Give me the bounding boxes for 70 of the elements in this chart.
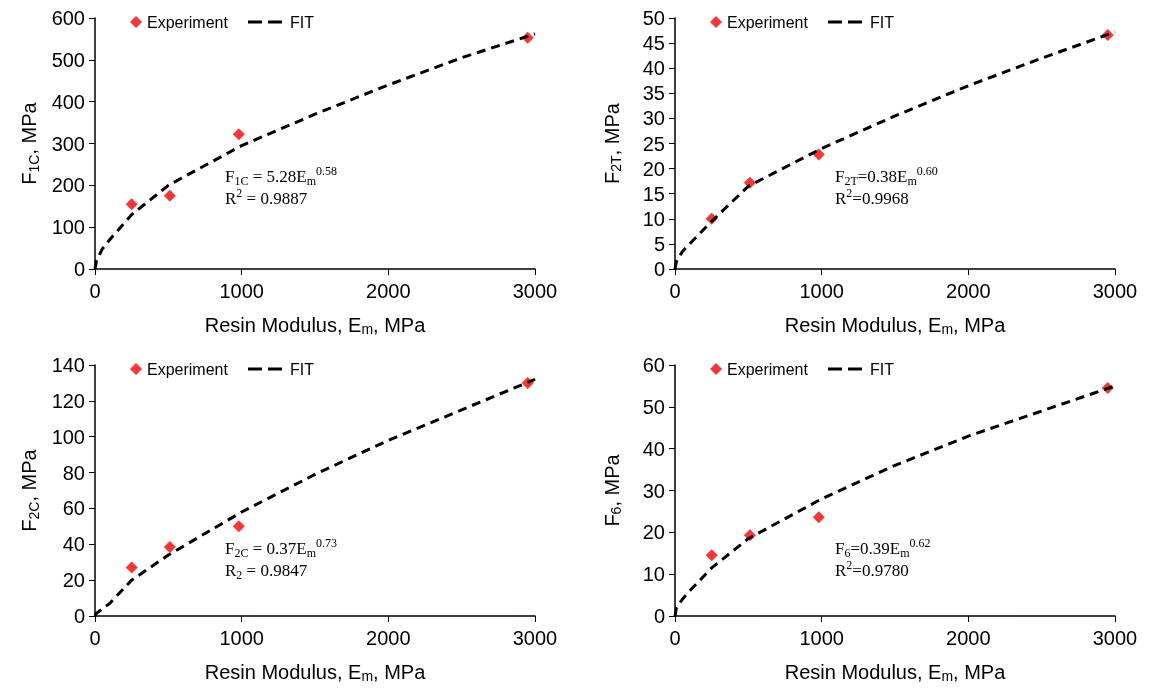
point bbox=[812, 511, 825, 524]
point bbox=[232, 128, 245, 141]
x-tick-label: 3000 bbox=[1092, 627, 1138, 649]
y-tick-label: 40 bbox=[62, 533, 85, 556]
y-tick-label: 30 bbox=[642, 479, 665, 502]
y-tick-label: 35 bbox=[642, 82, 665, 105]
point bbox=[163, 540, 176, 553]
legend-label: Experiment bbox=[147, 360, 229, 378]
legend-label: FIT bbox=[870, 13, 895, 31]
y-tick-label: 50 bbox=[642, 7, 665, 29]
y-tick-label: 25 bbox=[642, 132, 665, 155]
x-tick-label: 0 bbox=[89, 627, 101, 649]
y-tick-label: 100 bbox=[51, 425, 85, 448]
y-tick-label: 30 bbox=[642, 107, 665, 130]
x-tick-label: 0 bbox=[89, 280, 101, 302]
y-tick-label: 0 bbox=[653, 258, 665, 280]
y-tick-label: 600 bbox=[51, 7, 85, 29]
x-tick-label: 1000 bbox=[799, 280, 844, 302]
point bbox=[232, 520, 245, 533]
y-axis-title: F6, MPa bbox=[600, 453, 624, 527]
y-tick-label: 40 bbox=[642, 57, 665, 80]
x-tick-label: 2000 bbox=[366, 280, 411, 302]
x-tick-label: 2000 bbox=[366, 627, 411, 649]
y-tick-label: 100 bbox=[51, 216, 85, 239]
y-tick-label: 10 bbox=[642, 563, 665, 586]
y-tick-label: 45 bbox=[642, 32, 665, 55]
point bbox=[705, 549, 718, 562]
y-tick-label: 20 bbox=[642, 157, 665, 180]
x-tick-label: 2000 bbox=[946, 280, 991, 302]
x-tick-label: 3000 bbox=[1092, 280, 1138, 302]
x-tick-label: 1000 bbox=[219, 280, 264, 302]
y-tick-label: 300 bbox=[51, 132, 85, 155]
y-axis-title: F1C, MPa bbox=[18, 101, 42, 185]
legend-label: Experiment bbox=[147, 13, 229, 31]
x-tick-label: 1000 bbox=[219, 627, 264, 649]
legend-label: Experiment bbox=[727, 360, 809, 378]
y-tick-label: 60 bbox=[642, 354, 665, 376]
legend-label: FIT bbox=[290, 13, 315, 31]
y-tick-label: 140 bbox=[51, 354, 85, 376]
y-axis-title: F2C, MPa bbox=[18, 448, 42, 532]
y-tick-label: 400 bbox=[51, 90, 85, 113]
x-tick-label: 1000 bbox=[799, 627, 844, 649]
y-tick-label: 500 bbox=[51, 48, 85, 71]
y-tick-label: 0 bbox=[73, 258, 85, 280]
y-tick-label: 40 bbox=[642, 437, 665, 460]
legend-label: Experiment bbox=[727, 13, 809, 31]
y-tick-label: 200 bbox=[51, 174, 85, 197]
point bbox=[812, 148, 825, 161]
x-tick-label: 3000 bbox=[512, 280, 558, 302]
y-axis-title: F2T, MPa bbox=[600, 102, 624, 184]
y-tick-label: 0 bbox=[73, 605, 85, 627]
y-tick-label: 10 bbox=[642, 207, 665, 230]
point bbox=[125, 198, 138, 211]
y-tick-label: 5 bbox=[653, 232, 665, 255]
legend-label: FIT bbox=[870, 360, 895, 378]
x-tick-label: 3000 bbox=[512, 627, 558, 649]
y-tick-label: 60 bbox=[62, 497, 85, 520]
point bbox=[163, 189, 176, 202]
y-tick-label: 20 bbox=[642, 521, 665, 544]
y-tick-label: 120 bbox=[51, 389, 85, 412]
legend-label: FIT bbox=[290, 360, 315, 378]
y-tick-label: 0 bbox=[653, 605, 665, 627]
y-tick-label: 50 bbox=[642, 395, 665, 418]
x-tick-label: 0 bbox=[669, 280, 681, 302]
point bbox=[125, 561, 138, 574]
y-tick-label: 20 bbox=[62, 569, 85, 592]
x-tick-label: 0 bbox=[669, 627, 681, 649]
y-tick-label: 80 bbox=[62, 461, 85, 484]
y-tick-label: 15 bbox=[642, 182, 665, 205]
x-tick-label: 2000 bbox=[946, 627, 991, 649]
